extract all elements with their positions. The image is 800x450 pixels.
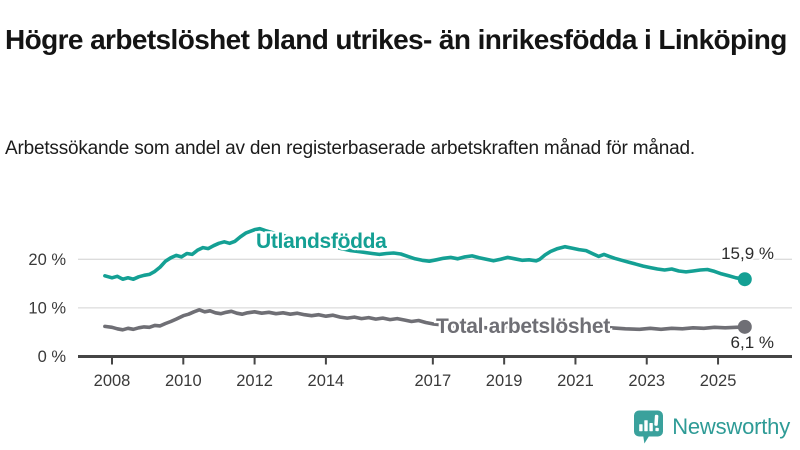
y-axis-tick-label: 20 % [28,251,66,269]
series-end-value-label: 15,9 % [721,244,774,263]
newsworthy-brand-name: Newsworthy [672,414,790,439]
series-end-value-label: 6,1 % [731,333,774,352]
series-line [103,226,747,281]
newsworthy-bar-chart-speech-bubble-icon [632,409,665,445]
series-line [103,308,747,332]
line-chart: 2008 2010 2012 2014 2017 2019 2021 2023 2025 0 % 1… [0,214,800,406]
chart-subtitle: Arbetssökande som andel av den registerb… [5,138,695,159]
line-chart-canvas: 2008 2010 2012 2014 2017 2019 2021 2023 2025 0 % 1… [28,226,792,390]
series-end-dot [737,319,752,334]
series-name-label: Utlandsfödda [256,230,387,253]
x-axis-tick-label: 2025 [700,372,737,390]
x-axis-tick-label: 2014 [308,372,345,390]
y-axis-tick-label: 10 % [28,299,66,317]
x-axis-tick-label: 2008 [94,372,131,390]
x-axis-tick-label: 2023 [628,372,665,390]
x-axis-tick-label: 2012 [236,372,273,390]
series-end-dot [737,272,752,287]
x-axis-tick-label: 2010 [165,372,202,390]
page-title: Högre arbetslöshet bland utrikes- än inr… [5,23,787,55]
newsworthy-logo[interactable]: Newsworthy [632,408,790,446]
series-name-label: Total arbetslöshet [436,315,610,338]
y-axis-tick-label: 0 % [38,348,67,366]
x-axis-tick-label: 2017 [414,372,451,390]
x-axis-tick-label: 2019 [486,372,523,390]
x-axis-tick-label: 2021 [557,372,594,390]
